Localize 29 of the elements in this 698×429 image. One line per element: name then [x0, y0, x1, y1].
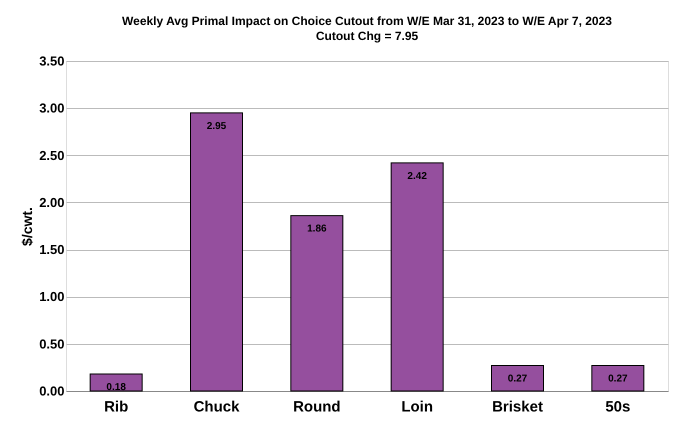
x-tick-label: Loin [401, 398, 433, 416]
x-tick-label: Rib [104, 398, 128, 416]
data-label: 0.18 [106, 382, 126, 394]
data-label: 1.86 [307, 224, 327, 235]
data-label: 2.95 [206, 120, 227, 132]
y-tick-label: 0.50 [39, 336, 64, 352]
chart-title: Weekly Avg Primal Impact on Choice Cutout from W/E Mar 31, 2023 to W/E Apr 7, 2023 [122, 14, 612, 28]
bar [290, 215, 344, 392]
y-tick-label: 1.00 [39, 289, 64, 304]
bar [591, 365, 644, 392]
y-tick-label: 3.00 [39, 100, 64, 116]
data-label: 0.27 [608, 374, 628, 385]
chart-subtitle: Cutout Chg = 7.95 [316, 29, 418, 43]
y-tick-label: 2.00 [39, 194, 64, 210]
y-axis-title: $/cwt. [19, 207, 36, 246]
data-label: 2.42 [407, 170, 428, 182]
y-tick-label: 1.50 [39, 242, 64, 258]
bar [491, 365, 544, 392]
x-tick-label: 50s [605, 398, 630, 416]
x-tick-label: Brisket [492, 398, 543, 416]
y-tick-label: 0.00 [39, 384, 64, 398]
y-tick-label: 3.50 [39, 54, 64, 68]
y-tick-label: 2.50 [39, 148, 64, 163]
data-label: 0.27 [508, 374, 528, 385]
x-tick-label: Chuck [194, 398, 240, 416]
bar [390, 162, 444, 392]
x-tick-label: Round [293, 398, 341, 416]
bar [90, 374, 143, 392]
bar [190, 112, 243, 392]
